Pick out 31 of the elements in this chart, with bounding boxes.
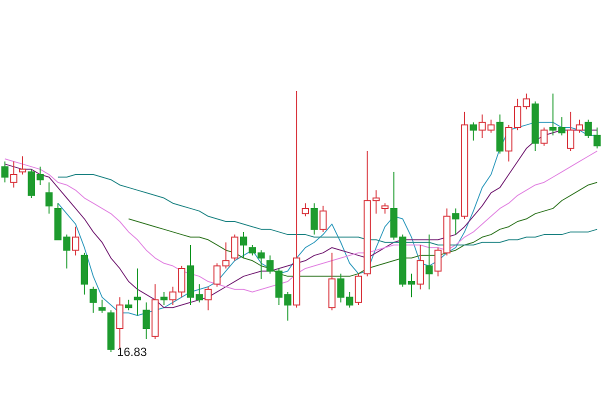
candlestick [98,299,106,314]
candlestick [416,244,424,290]
candlestick [231,234,238,262]
candlestick [567,111,574,152]
candlestick [381,202,389,214]
candlestick [452,208,460,236]
candlestick [1,160,8,183]
candlestick [18,156,26,176]
candlestick [45,182,53,214]
annotation: 16.83 [116,345,148,359]
candlestick [142,302,150,340]
candlestick [204,286,212,311]
candlestick [222,242,230,269]
candlestick [434,247,442,277]
candlestick [320,205,327,232]
candlestick [125,299,132,311]
candlestick [426,234,433,290]
candlestick [310,202,318,236]
candlestick [134,268,142,316]
candlestick [266,254,274,274]
candlestick [540,127,548,146]
candlestick [213,262,221,288]
candlestick [470,122,477,142]
candlestick [240,231,248,259]
candlestick [302,202,310,217]
candlestick [576,119,584,134]
candlestick [90,286,97,314]
candlestick [72,226,80,256]
candlestick [10,160,18,188]
candlestick [160,291,168,306]
candlestick [522,93,530,110]
